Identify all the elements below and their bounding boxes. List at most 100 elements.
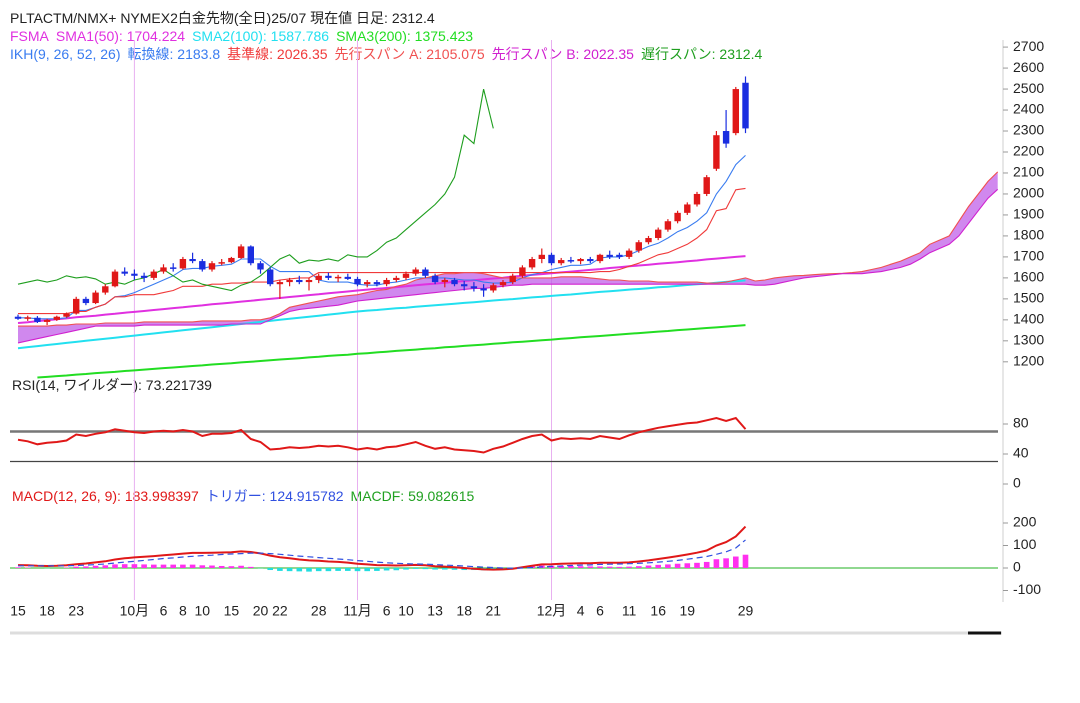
x-tick-label: 16 (650, 603, 666, 619)
histogram-bar (684, 563, 691, 568)
candle-body (305, 279, 313, 283)
line-series (37, 324, 746, 379)
legend-entry: 基準線: 2026.35 (227, 46, 328, 62)
histogram-bar (412, 568, 419, 569)
candle-body (228, 257, 235, 263)
candle-body (635, 242, 642, 251)
candle-body (431, 275, 439, 283)
y-tick-label: 1300 (1013, 332, 1044, 348)
histogram-bar (199, 565, 206, 568)
histogram-bar (267, 568, 273, 571)
y-tick-label: 2200 (1013, 143, 1044, 159)
header-ichimoku: IKH(9, 26, 52, 26) 転換線: 2183.8 基準線: 2026.3… (10, 46, 762, 62)
candle-body (102, 286, 109, 293)
histogram-bar (568, 565, 574, 568)
candle-body (364, 282, 371, 285)
line-series (17, 416, 747, 454)
x-tick-label: 18 (456, 603, 472, 619)
histogram-bar (461, 568, 467, 571)
x-tick-label: 11月 (343, 603, 372, 619)
histogram-bar (335, 568, 341, 571)
candle-body (325, 275, 332, 278)
candle-body (160, 267, 167, 272)
histogram-bar (296, 568, 303, 572)
x-tick-label: 13 (427, 603, 443, 619)
line-series (17, 525, 747, 571)
histogram-bar (151, 564, 157, 568)
x-tick-label: 10 (398, 603, 414, 619)
candle-body (742, 82, 749, 129)
legend-entry: トリガー: 124.915782 (206, 488, 344, 504)
candle-body (131, 273, 138, 276)
histogram-bar (374, 568, 380, 571)
histogram-bar (606, 566, 613, 568)
line-series (17, 279, 746, 350)
y-tick-label: 1400 (1013, 311, 1044, 327)
candle-body (548, 254, 555, 264)
legend-entry: IKH(9, 26, 52, 26) (10, 46, 121, 62)
candle-body (257, 263, 264, 270)
legend-entry: MACD(12, 26, 9): 183.998397 (12, 488, 199, 504)
histogram-bar (587, 566, 594, 568)
header-sma: FSMA SMA1(50): 1704.224 SMA2(100): 1587.78… (10, 28, 473, 44)
x-tick-label: 28 (311, 603, 327, 619)
candle-body (490, 285, 497, 291)
candle-body (616, 254, 623, 257)
candle-body (422, 269, 429, 276)
candle-body (267, 269, 274, 285)
histogram-bar (15, 567, 21, 568)
y-tick-label: 0 (1013, 559, 1021, 575)
x-tick-label: 6 (596, 603, 604, 619)
line-series (18, 155, 746, 320)
candle-body (189, 259, 196, 262)
legend-entry: SMA2(100): 1587.786 (192, 28, 329, 44)
x-tick-label: 15 (10, 603, 26, 619)
candle-body (111, 271, 119, 287)
x-tick-label: 10 (195, 603, 211, 619)
histogram-bar (73, 566, 79, 568)
x-tick-label: 12月 (537, 603, 567, 619)
x-tick-label: 15 (224, 603, 240, 619)
candle-body (393, 277, 400, 280)
candle-body (24, 317, 31, 319)
histogram-bar (636, 566, 642, 568)
candle-body (519, 267, 526, 276)
y-tick-label: 2300 (1013, 122, 1044, 138)
y-tick-label: -100 (1013, 581, 1041, 597)
histogram-bar (713, 559, 720, 568)
y-tick-label: 40 (1013, 445, 1029, 461)
candle-body (276, 282, 284, 285)
candle-body (528, 259, 536, 268)
candle-body (63, 313, 70, 317)
candle-body (383, 279, 390, 285)
candle-body (315, 275, 322, 280)
histogram-bar (170, 564, 176, 568)
candle-body (684, 204, 691, 213)
legend-entry: PLTACTM/NMX+ NYMEX2白金先物(全日)25/07 現在値 日足:… (10, 10, 435, 26)
candle-body (73, 298, 80, 314)
candle-body (645, 238, 652, 243)
histogram-bar (354, 568, 361, 572)
histogram-bar (422, 568, 429, 570)
candle-body (354, 278, 361, 285)
x-tick-label: 11 (622, 603, 637, 619)
candle-body (470, 286, 478, 289)
candle-body (703, 177, 710, 194)
y-tick-label: 200 (1013, 514, 1037, 530)
histogram-bar (141, 564, 147, 568)
histogram-bar (218, 565, 225, 568)
legend-entry: FSMA (10, 28, 50, 44)
header-title: PLTACTM/NMX+ NYMEX2白金先物(全日)25/07 現在値 日足:… (10, 10, 435, 26)
histogram-bar (277, 568, 283, 571)
legend-entry: 先行スパン A: 2105.075 (335, 46, 485, 62)
x-tick-label: 8 (179, 603, 187, 619)
candle-body (538, 254, 545, 260)
histogram-bar (665, 564, 671, 568)
histogram-bar (674, 563, 681, 568)
x-tick-label: 22 (272, 603, 288, 619)
candle-body (150, 271, 157, 278)
histogram-bar (403, 568, 409, 570)
line-series (17, 255, 746, 324)
histogram-bar (325, 568, 332, 572)
